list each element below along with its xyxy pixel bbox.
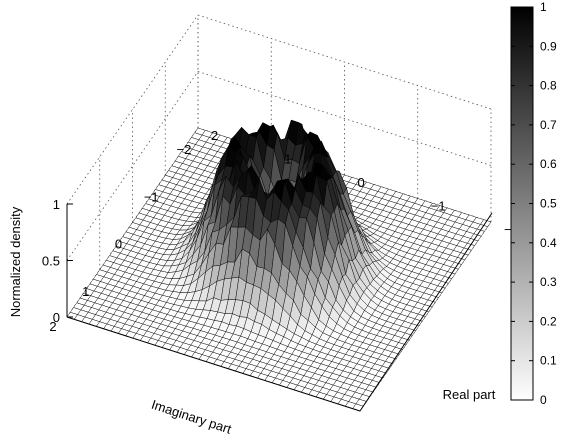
colorbar-ticks: 1 0.9 0.8 0.7 0.6 0.5 0.4 0.3 0.2 0.1 0: [511, 0, 557, 407]
colorbar-tick-label: 0.6: [540, 157, 557, 171]
y-tick-label: −2: [177, 142, 192, 157]
y-tick-label: 0: [115, 237, 122, 252]
y-tick-label: −1: [144, 189, 159, 204]
colorbar-tick-label: 0.3: [540, 275, 557, 289]
x-axis-line: [359, 212, 493, 412]
x-tick-label: 2: [211, 128, 218, 143]
colorbar-tick-label: 0.2: [540, 314, 557, 328]
z-tick-label: 0.5: [42, 254, 60, 269]
x-axis-label: Real part: [443, 387, 496, 402]
colorbar-tick-label: 0.8: [540, 79, 557, 93]
colorbar-tick-label: 0.9: [540, 39, 557, 53]
z-axis-label: Normalized density: [8, 206, 23, 317]
surface-mesh: [66, 119, 492, 412]
y-axis-line: [66, 316, 361, 412]
colorbar-tick-label: 1: [540, 0, 547, 14]
y-axis-ticks: 2 1 0 −1 −2: [49, 142, 191, 334]
z-axis-ticks: 10.50: [42, 197, 73, 325]
colorbar-tick-label: 0.7: [540, 118, 557, 132]
colorbar-tick-label: 0.4: [540, 236, 557, 250]
x-tick-label: 1: [284, 152, 291, 167]
z-tick-label: 1: [53, 197, 60, 212]
x-tick-label: 0: [358, 175, 365, 190]
z-tick-label: 0: [53, 310, 60, 325]
colorbar-tick-label: 0.1: [540, 354, 557, 368]
y-tick-label: 2: [49, 319, 56, 334]
x-tick-label: −1: [431, 199, 446, 214]
y-axis-label: Imaginary part: [150, 397, 234, 434]
colorbar-tick-label: 0: [540, 393, 547, 407]
y-tick-label: 1: [82, 284, 89, 299]
colorbar-tick-label: 0.5: [540, 197, 557, 211]
